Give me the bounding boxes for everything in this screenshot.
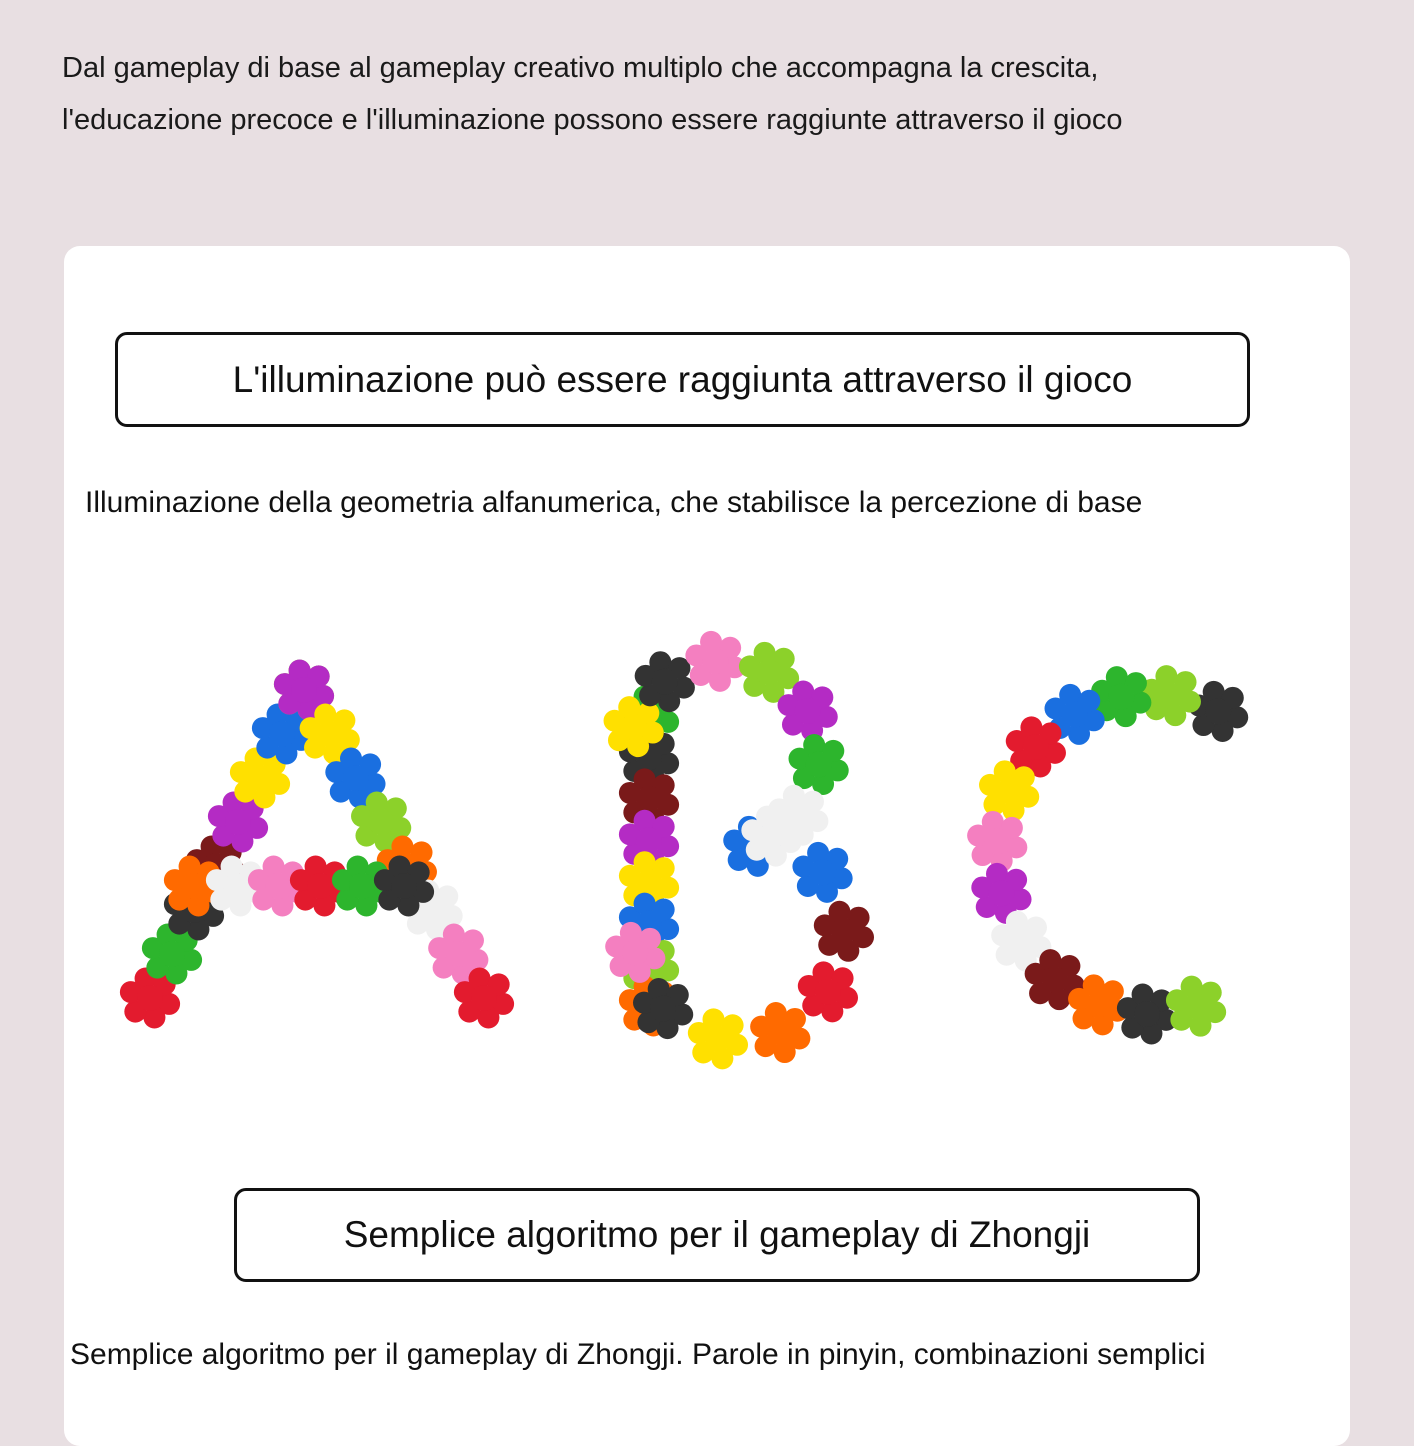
building-block-C xyxy=(1024,949,1085,1011)
intro-line-2: l'educazione precoce e l'illuminazione p… xyxy=(62,104,1123,136)
building-block-C xyxy=(1005,716,1066,778)
building-block-C xyxy=(971,862,1032,924)
building-block-B xyxy=(741,805,802,867)
building-block-A xyxy=(141,923,203,985)
building-block-A xyxy=(373,855,435,917)
building-block-B xyxy=(632,978,694,1040)
building-block-B xyxy=(685,630,746,692)
building-block-A xyxy=(229,747,291,809)
building-block-A xyxy=(247,855,309,917)
building-block-A xyxy=(273,659,335,721)
abc-building-blocks-image xyxy=(119,630,1249,1070)
section-heading-2: Semplice algoritmo per il gameplay di Zh… xyxy=(234,1188,1200,1282)
building-block-C xyxy=(1165,975,1227,1037)
building-block-C xyxy=(1188,680,1249,742)
building-block-B xyxy=(603,696,664,758)
building-block-B xyxy=(750,1002,811,1064)
section-heading-1: L'illuminazione può essere raggiunta att… xyxy=(115,332,1250,427)
building-block-A xyxy=(428,923,489,985)
building-block-B xyxy=(777,680,838,742)
intro-line-1: Dal gameplay di base al gameplay creativ… xyxy=(62,52,1099,84)
building-block-B xyxy=(687,1008,749,1070)
intro-text: Dal gameplay di base al gameplay creativ… xyxy=(62,42,1123,146)
building-block-B xyxy=(813,900,875,962)
building-block-B xyxy=(605,921,666,983)
building-block-B xyxy=(788,734,849,796)
building-block-B xyxy=(618,768,680,830)
building-block-C xyxy=(967,810,1028,872)
building-block-A xyxy=(453,967,515,1029)
building-block-B xyxy=(618,809,680,871)
building-block-C xyxy=(1140,665,1201,727)
building-block-A xyxy=(119,967,181,1029)
building-block-A xyxy=(325,747,386,809)
building-block-B xyxy=(797,961,859,1023)
section-description-1: Illuminazione della geometria alfanumeri… xyxy=(85,486,1143,519)
building-block-A xyxy=(351,791,412,853)
building-block-B xyxy=(792,841,853,903)
building-block-A xyxy=(207,791,269,853)
building-block-A xyxy=(205,855,267,917)
building-block-A xyxy=(299,703,360,765)
building-block-B xyxy=(634,651,695,713)
building-block-B xyxy=(738,641,800,703)
content-card: L'illuminazione può essere raggiunta att… xyxy=(64,246,1350,1446)
building-block-C xyxy=(979,760,1040,822)
section-description-2: Semplice algoritmo per il gameplay di Zh… xyxy=(70,1338,1206,1371)
building-block-C xyxy=(1116,983,1178,1045)
